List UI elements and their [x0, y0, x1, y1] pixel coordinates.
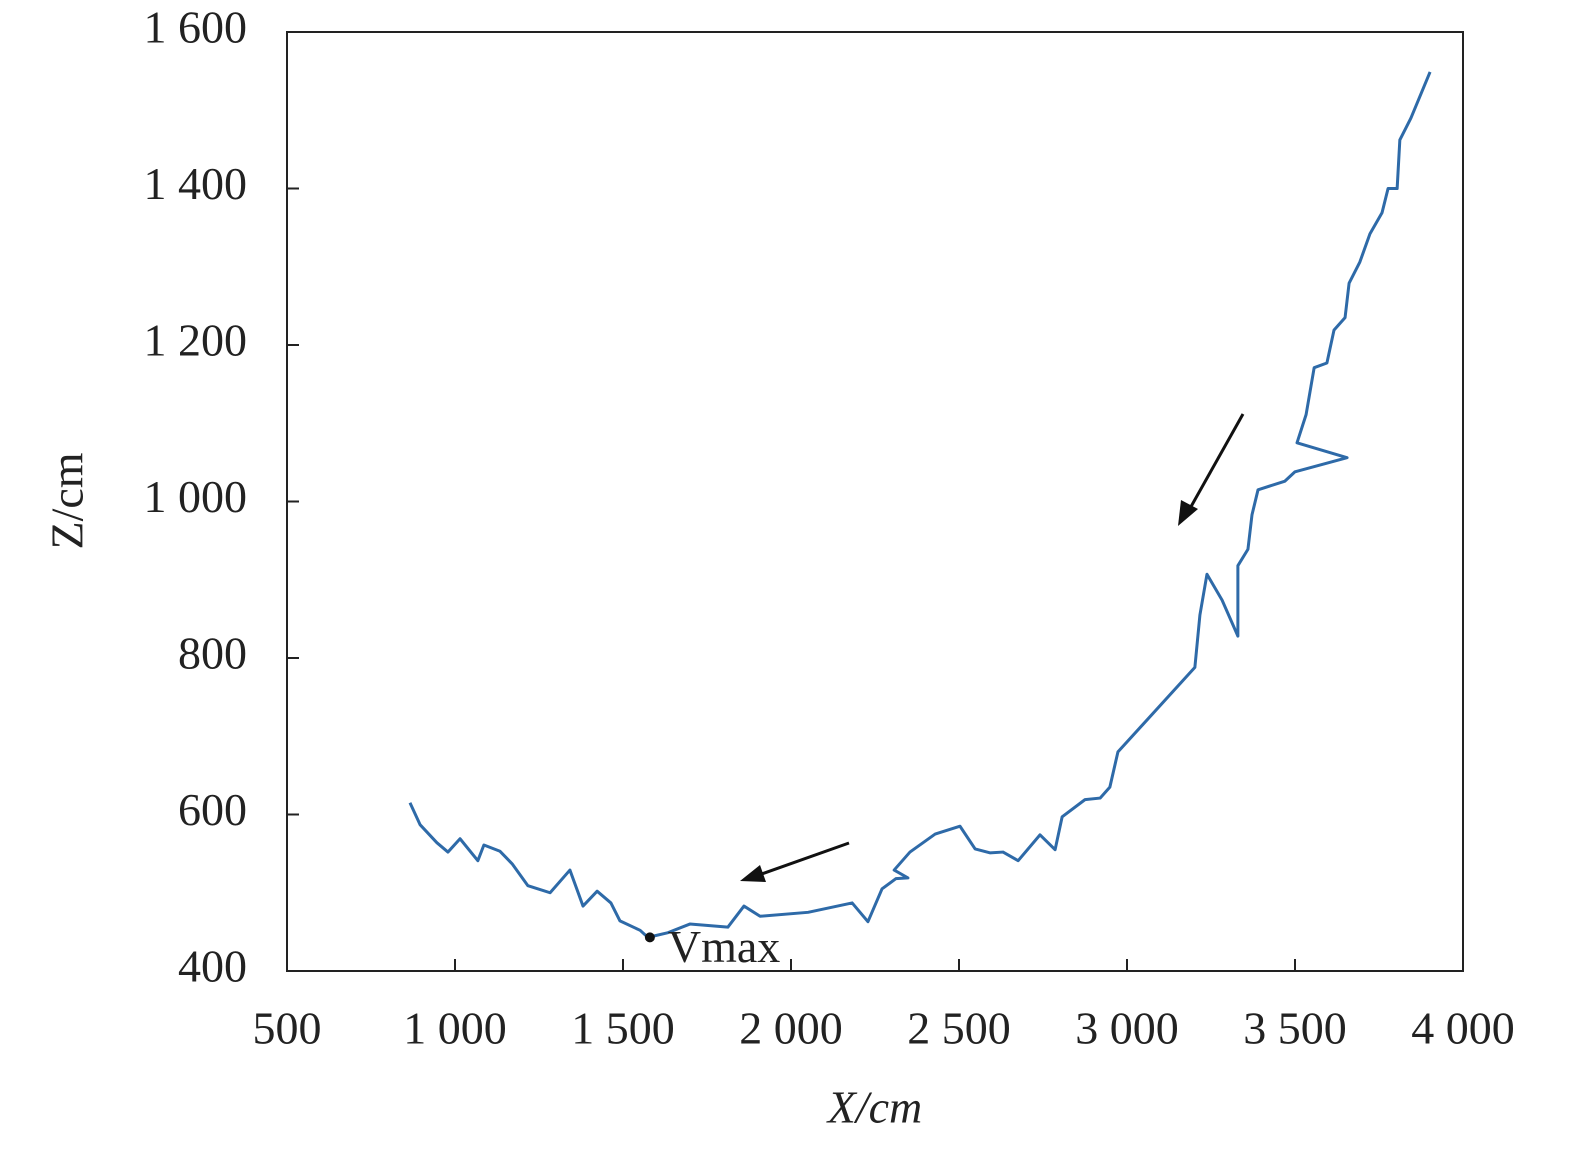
- x-tick-label: 3 000: [1075, 1003, 1179, 1054]
- vmax-label: Vmax: [668, 921, 780, 972]
- x-tick-label: 3 500: [1243, 1003, 1347, 1054]
- x-tick-label: 1 500: [571, 1003, 675, 1054]
- y-tick-label: 1 000: [144, 471, 248, 522]
- x-tick-label: 4 000: [1411, 1003, 1515, 1054]
- plot-frame: [286, 31, 1464, 972]
- y-tick-label: 400: [178, 941, 247, 992]
- data-line: [408, 71, 1432, 939]
- x-tick-label: 2 000: [739, 1003, 843, 1054]
- y-tick-label: 800: [178, 628, 247, 679]
- arrows: [740, 413, 1245, 882]
- y-tick-label: 600: [178, 784, 247, 835]
- x-tick-label: 500: [253, 1003, 322, 1054]
- x-tick-label: 1 000: [403, 1003, 507, 1054]
- y-tick-label: 1 400: [144, 158, 248, 209]
- vmax-point: [644, 932, 655, 943]
- x-axis-label: X/cm: [826, 1082, 923, 1133]
- y-tick-label: 1 200: [144, 315, 248, 366]
- x-tick-label: 2 500: [907, 1003, 1011, 1054]
- y-tick-label: 1 600: [144, 2, 248, 53]
- y-axis-label: Z/cm: [42, 452, 93, 549]
